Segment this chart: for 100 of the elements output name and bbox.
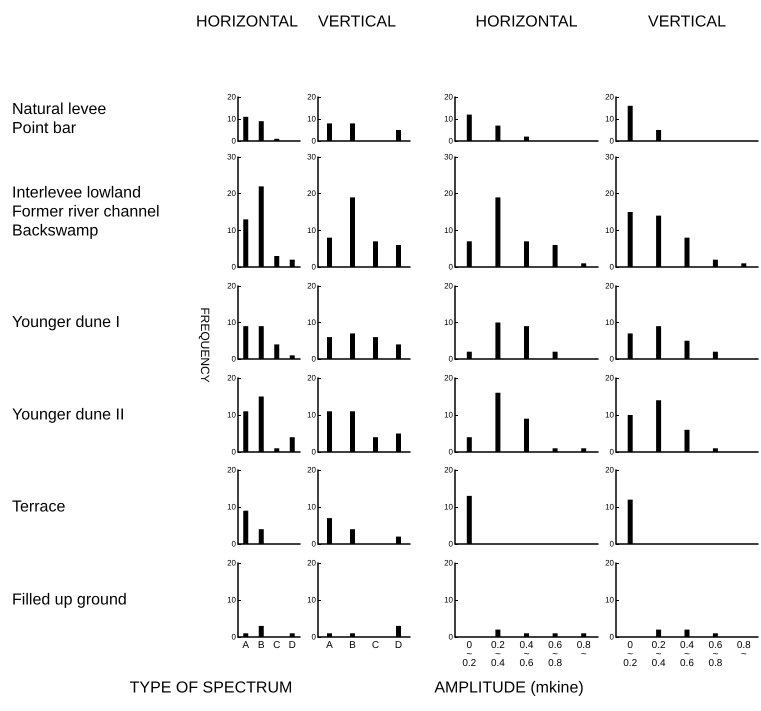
text: Younger dune I [12, 314, 120, 331]
y-tick-label: 20 [227, 282, 237, 290]
text: Backswamp [12, 222, 98, 240]
x-tick-label: 0 ~ 0.2 [462, 640, 477, 669]
y-tick-label: 30 [605, 152, 615, 162]
y-tick-label: 20 [605, 466, 615, 474]
y-tick-label: 20 [444, 466, 454, 474]
y-tick-label: 0 [448, 136, 454, 146]
y-tick-label: 20 [444, 374, 454, 382]
y-tick-label: 20 [227, 189, 237, 198]
y-tick-label: 0 [232, 540, 237, 548]
y-tick-label: 20 [605, 282, 615, 290]
y-tick-label: 0 [610, 448, 615, 456]
y-tick-label: 0 [610, 632, 615, 642]
y-tick-label: 10 [444, 502, 454, 512]
y-tick-label: 0 [448, 262, 454, 272]
y-tick-label: 10 [227, 410, 237, 420]
y-tick-label: 20 [605, 374, 615, 382]
x-tick-label: B [258, 640, 265, 651]
y-tick-label: 20 [444, 282, 454, 290]
y-tick-label: 20 [444, 189, 454, 198]
x-tick-label: 0.2 ~ 0.4 [652, 640, 666, 669]
y-tick-label: 10 [227, 226, 237, 235]
x-tick-label: 0.6 ~ 0.8 [708, 640, 723, 669]
x-tick-label: 0.8 ~ [576, 640, 592, 660]
x-tick-label: D [394, 640, 402, 651]
y-tick-label: 0 [610, 262, 615, 272]
chart-title: HORIZONTAL [476, 14, 578, 30]
y-axis-title: FREQUENCY [198, 307, 212, 383]
y-tick-label: 20 [227, 558, 237, 568]
text: Terrace [12, 498, 66, 516]
y-tick-label: 30 [444, 152, 454, 162]
y-tick-label: 0 [232, 136, 237, 146]
y-tick-label: 30 [307, 152, 317, 162]
y-tick-label: 20 [605, 92, 615, 102]
y-tick-label: 10 [307, 226, 317, 235]
y-tick-label: 10 [605, 114, 615, 124]
text: Natural levee [12, 101, 106, 118]
y-tick-label: 0 [232, 262, 237, 272]
y-tick-label: 0 [448, 448, 454, 456]
y-tick-label: 0 [448, 632, 454, 642]
y-tick-label: 10 [444, 226, 454, 235]
y-tick-label: 10 [605, 410, 615, 420]
x-tick-label: D [288, 640, 296, 651]
text: Interlevee lowland [12, 184, 141, 202]
y-tick-label: 20 [605, 189, 615, 198]
y-tick-label: 0 [312, 448, 317, 456]
x-tick-label: C [372, 640, 380, 651]
y-tick-label: 20 [227, 466, 237, 474]
y-tick-label: 20 [307, 282, 317, 290]
y-tick-label: 10 [605, 226, 615, 235]
y-tick-label: 20 [307, 466, 317, 474]
y-tick-label: 0 [448, 354, 454, 364]
y-tick-label: 20 [307, 374, 317, 382]
y-tick-label: 10 [444, 318, 454, 327]
chart-title: VERTICAL [648, 14, 726, 30]
y-tick-label: 20 [444, 92, 454, 102]
x-tick-label: 0.2 ~ 0.4 [490, 640, 506, 669]
y-tick-label: 10 [227, 318, 237, 327]
x-tick-label: A [242, 640, 250, 651]
y-tick-label: 10 [307, 502, 317, 512]
y-tick-label: 10 [605, 596, 615, 604]
y-tick-label: 10 [307, 410, 317, 420]
y-tick-label: 0 [610, 354, 615, 364]
y-tick-label: 20 [307, 92, 317, 102]
x-tick-label: B [349, 640, 356, 651]
y-tick-label: 0 [312, 354, 317, 364]
x-tick-label: A [326, 640, 334, 651]
y-tick-label: 0 [448, 540, 454, 548]
x-tick-label: 0 ~ 0.2 [623, 640, 638, 669]
y-tick-label: 20 [307, 558, 317, 568]
y-tick-label: 10 [307, 318, 317, 327]
y-tick-label: 30 [227, 152, 237, 162]
y-tick-label: 20 [227, 92, 237, 102]
x-axis-title: AMPLITUDE (mkine) [434, 680, 584, 696]
y-tick-label: 10 [444, 410, 454, 420]
y-tick-label: 0 [312, 540, 317, 548]
y-tick-label: 0 [610, 136, 615, 146]
y-tick-label: 20 [227, 374, 237, 382]
y-tick-label: 10 [444, 596, 454, 604]
y-tick-label: 0 [312, 632, 317, 642]
y-tick-label: 20 [444, 558, 454, 568]
x-tick-label: 0.4 ~ 0.6 [680, 640, 694, 669]
y-tick-label: 20 [605, 558, 615, 568]
y-tick-label: 10 [444, 114, 454, 124]
y-tick-label: 10 [307, 114, 317, 124]
text: Point bar [12, 120, 77, 137]
y-tick-label: 0 [610, 540, 615, 548]
y-tick-label: 10 [227, 502, 237, 512]
chart-title: VERTICAL [318, 14, 396, 30]
x-tick-label: C [273, 640, 280, 651]
y-tick-label: 0 [312, 262, 317, 272]
y-tick-label: 0 [232, 354, 237, 364]
text: Filled up ground [12, 592, 127, 608]
text: Former river channel [12, 204, 160, 220]
y-tick-label: 20 [307, 189, 317, 198]
y-tick-label: 0 [312, 136, 317, 146]
x-axis-title: TYPE OF SPECTRUM [130, 680, 292, 696]
y-tick-label: 10 [227, 596, 237, 604]
x-tick-label: 0.8 ~ [736, 640, 752, 660]
